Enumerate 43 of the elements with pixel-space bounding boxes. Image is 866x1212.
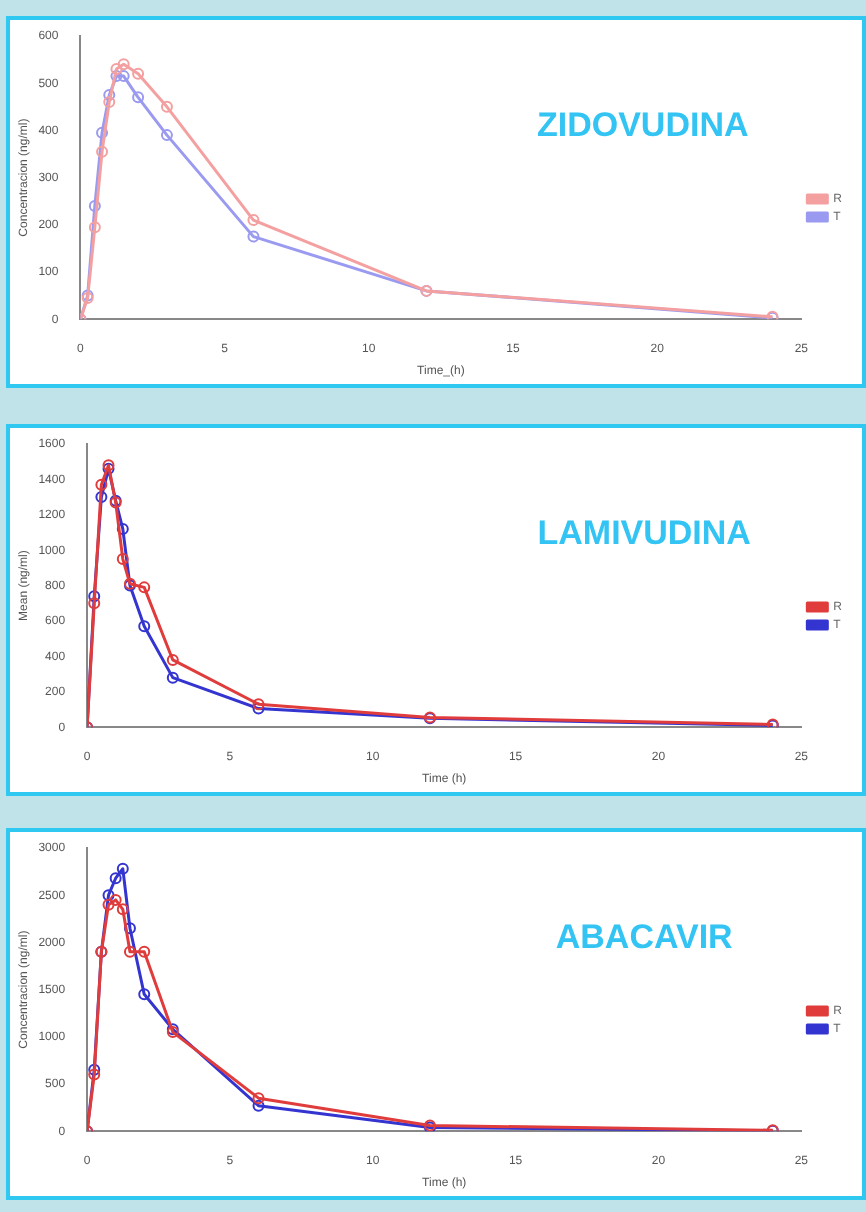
point xyxy=(88,199,101,212)
point xyxy=(88,1068,101,1081)
point xyxy=(96,126,109,139)
point xyxy=(88,221,101,234)
point xyxy=(88,597,101,610)
point xyxy=(160,100,173,113)
point xyxy=(109,872,122,885)
annotation: ABACAVIR xyxy=(555,918,733,956)
annotation: ZIDOVUDINA xyxy=(536,106,749,144)
point xyxy=(138,988,151,1001)
point xyxy=(96,145,109,158)
point xyxy=(95,491,108,504)
point xyxy=(88,590,101,603)
point xyxy=(132,91,145,104)
point xyxy=(252,1092,265,1105)
point xyxy=(132,67,145,80)
point xyxy=(110,70,123,83)
point xyxy=(102,898,115,911)
point xyxy=(109,893,122,906)
point xyxy=(138,945,151,958)
point xyxy=(95,478,108,491)
annotation: LAMIVUDINA xyxy=(537,514,751,552)
point xyxy=(116,553,129,566)
point xyxy=(110,63,123,76)
point xyxy=(138,620,151,633)
point xyxy=(116,903,129,916)
point xyxy=(247,214,260,227)
point xyxy=(160,129,173,142)
point xyxy=(103,96,116,109)
point xyxy=(117,58,130,71)
point xyxy=(138,581,151,594)
point xyxy=(252,1099,265,1112)
point xyxy=(102,889,115,902)
point xyxy=(247,230,260,243)
point xyxy=(88,1063,101,1076)
point xyxy=(103,89,116,101)
point xyxy=(123,945,136,958)
point xyxy=(123,922,136,935)
point xyxy=(116,862,129,875)
point xyxy=(116,522,129,535)
point xyxy=(117,70,130,83)
point xyxy=(166,653,179,666)
point xyxy=(166,671,179,684)
